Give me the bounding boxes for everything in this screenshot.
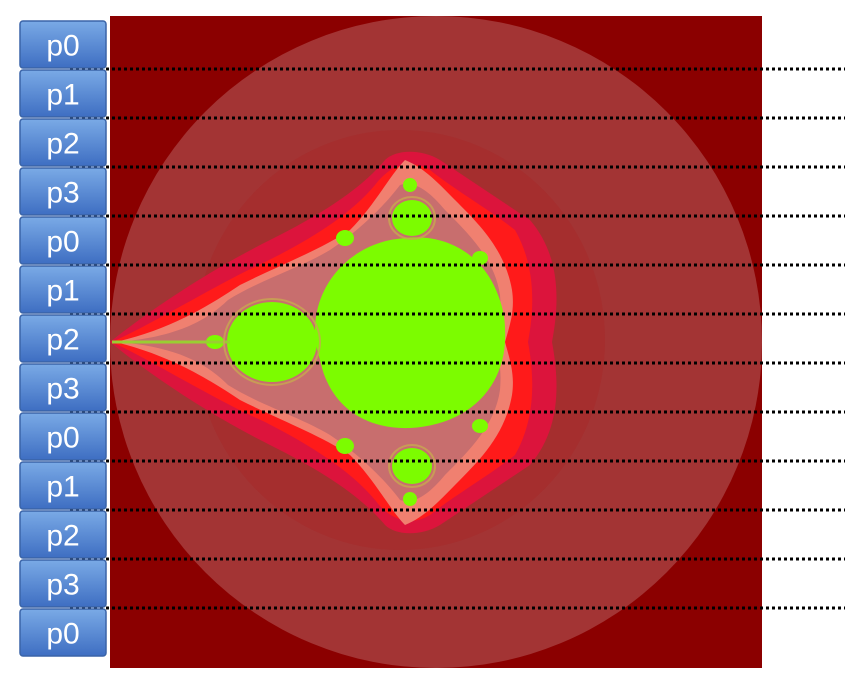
process-box-11: p3 xyxy=(19,559,107,608)
set-interior xyxy=(206,178,506,506)
process-label: p0 xyxy=(46,618,79,651)
process-label: p1 xyxy=(46,471,79,504)
process-label: p1 xyxy=(46,275,79,308)
process-label: p3 xyxy=(46,569,79,602)
mandelbrot-image xyxy=(110,16,762,668)
process-label: p2 xyxy=(46,128,79,161)
process-box-rect xyxy=(19,559,107,608)
process-box-1: p1 xyxy=(19,69,107,118)
process-box-rect xyxy=(19,608,107,657)
process-box-rect xyxy=(19,20,107,69)
process-box-3: p3 xyxy=(19,167,107,216)
process-box-4: p0 xyxy=(19,216,107,265)
process-box-rect xyxy=(19,412,107,461)
process-label: p0 xyxy=(46,226,79,259)
process-label: p3 xyxy=(46,373,79,406)
process-label: p0 xyxy=(46,30,79,63)
process-box-8: p0 xyxy=(19,412,107,461)
process-label: p2 xyxy=(46,324,79,357)
process-column: p0 p1 p2 p3 p0 p1 p2 p3 p0 p1 p2 p3 p0 xyxy=(19,20,107,657)
process-box-rect xyxy=(19,167,107,216)
process-box-7: p3 xyxy=(19,363,107,412)
process-box-rect xyxy=(19,510,107,559)
process-box-0: p0 xyxy=(19,20,107,69)
process-box-rect xyxy=(19,118,107,167)
process-box-9: p1 xyxy=(19,461,107,510)
process-box-12: p0 xyxy=(19,608,107,657)
process-box-rect xyxy=(19,314,107,363)
process-box-rect xyxy=(19,69,107,118)
process-box-2: p2 xyxy=(19,118,107,167)
process-box-10: p2 xyxy=(19,510,107,559)
process-box-5: p1 xyxy=(19,265,107,314)
process-box-6: p2 xyxy=(19,314,107,363)
process-box-rect xyxy=(19,461,107,510)
process-label: p2 xyxy=(46,520,79,553)
process-box-rect xyxy=(19,265,107,314)
set-fringe xyxy=(223,196,436,488)
process-label: p1 xyxy=(46,79,79,112)
process-label: p3 xyxy=(46,177,79,210)
process-label: p0 xyxy=(46,422,79,455)
process-box-rect xyxy=(19,363,107,412)
process-box-rect xyxy=(19,216,107,265)
